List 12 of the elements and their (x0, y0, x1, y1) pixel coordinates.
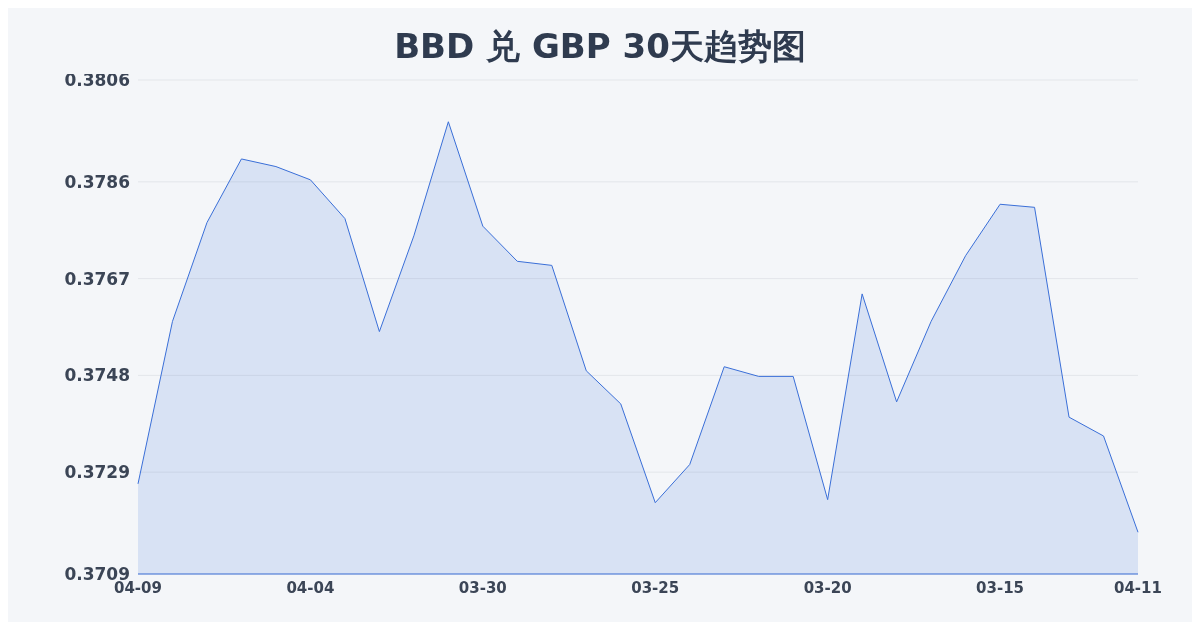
x-tick-label: 03-30 (458, 578, 507, 597)
x-tick-label: 04-04 (286, 578, 335, 597)
y-tick-label: 0.3786 (64, 171, 130, 192)
x-tick-label: 04-11 (1114, 578, 1162, 597)
y-tick-label: 0.3767 (64, 268, 130, 289)
y-tick-label: 0.3748 (64, 365, 130, 386)
y-tick-label: 0.3806 (64, 70, 130, 91)
y-tick-label: 0.3729 (64, 462, 130, 483)
chart-title: BBD 兑 GBP 30天趋势图 (394, 26, 806, 66)
x-tick-label: 03-15 (976, 578, 1025, 597)
x-tick-label: 03-20 (803, 578, 852, 597)
x-tick-label: 03-25 (631, 578, 680, 597)
